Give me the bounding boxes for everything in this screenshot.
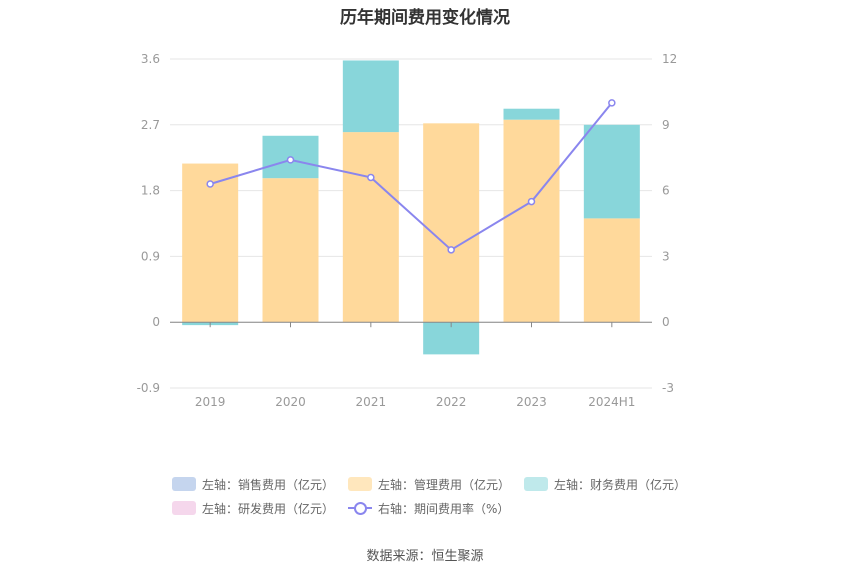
right-tick-label: -3 [662,381,674,395]
grid-lines [170,58,652,389]
right-tick-label: 3 [662,249,670,263]
legend-label-sales: 左轴：销售费用（亿元） [202,477,335,492]
right-tick-label: 6 [662,184,670,198]
legend-row-1: 左轴：销售费用（亿元） 左轴：管理费用（亿元） 左轴：财务费用（亿元） [172,472,712,496]
legend-swatch-admin [348,477,373,491]
legend-item-rd[interactable]: 左轴：研发费用（亿元） [172,500,334,517]
rate-line-path [209,102,613,252]
bar-admin-2019 [182,163,239,323]
rate-point-2023 [527,197,536,206]
bar-admin-2023 [503,119,560,323]
bar-finance-2024H1 [583,124,640,219]
data-source: 数据来源：恒生聚源 [366,549,484,564]
legend-swatch-rate [348,501,373,515]
x-tick-label-2022: 2022 [436,395,467,409]
legend-label-finance: 左轴：财务费用（亿元） [554,477,687,492]
bar-finance-2023 [503,108,560,120]
bar-admin-2022 [423,123,480,323]
bar-finance-2021 [342,60,399,133]
chart-title: 历年期间费用变化情况 [340,8,510,28]
rate-point-2024H1 [608,99,616,107]
legend-item-admin[interactable]: 左轴：管理费用（亿元） [348,476,510,493]
legend: 左轴：销售费用（亿元） 左轴：管理费用（亿元） 左轴：财务费用（亿元） 左轴：研… [172,472,712,520]
left-tick-label: 1.8 [141,184,160,198]
rate-line [206,99,616,254]
x-tick-label-2023: 2023 [516,395,547,409]
legend-label-rd: 左轴：研发费用（亿元） [202,501,335,516]
legend-swatch-sales [172,477,196,491]
bar-admin-2024H1 [583,218,640,323]
bar-admin-2021 [342,132,399,323]
x-tick-label-2024H1: 2024H1 [588,395,635,409]
left-tick-label: 0 [152,315,160,329]
bar-finance-2022 [423,322,480,355]
right-tick-label: 0 [662,315,670,329]
legend-swatch-rd [172,501,196,515]
rate-point-2021 [367,173,375,182]
left-tick-label: 2.7 [141,118,160,132]
legend-row-2: 左轴：研发费用（亿元） 右轴：期间费用率（%） [172,496,712,520]
legend-label-admin: 左轴：管理费用（亿元） [378,477,511,492]
legend-item-finance[interactable]: 左轴：财务费用（亿元） [524,476,686,493]
right-axis-ticks: -3 0 3 6 9 12 [662,52,677,395]
legend-swatch-finance [524,477,549,491]
left-tick-label: 3.6 [141,52,160,66]
bar-admin-2020 [262,178,319,323]
legend-item-sales[interactable]: 左轴：销售费用（亿元） [172,476,334,493]
legend-item-rate[interactable]: 右轴：期间费用率（%） [348,500,509,517]
rate-point-2020 [286,156,295,164]
left-tick-label: -0.9 [137,381,160,395]
x-axis: 2019 2020 2021 2022 2023 2024H1 [170,321,652,409]
x-tick-label-2019: 2019 [195,395,226,409]
right-tick-label: 9 [662,118,670,132]
rate-point-2022 [447,246,455,254]
right-tick-label: 12 [662,52,677,66]
left-axis-ticks: -0.9 0 0.9 1.8 2.7 3.6 [137,52,160,395]
bars [182,60,640,355]
left-tick-label: 0.9 [141,249,160,263]
x-tick-label-2020: 2020 [275,395,306,409]
x-tick-label-2021: 2021 [356,395,387,409]
rate-point-2019 [206,180,214,188]
legend-label-rate: 右轴：期间费用率（%） [378,501,510,516]
